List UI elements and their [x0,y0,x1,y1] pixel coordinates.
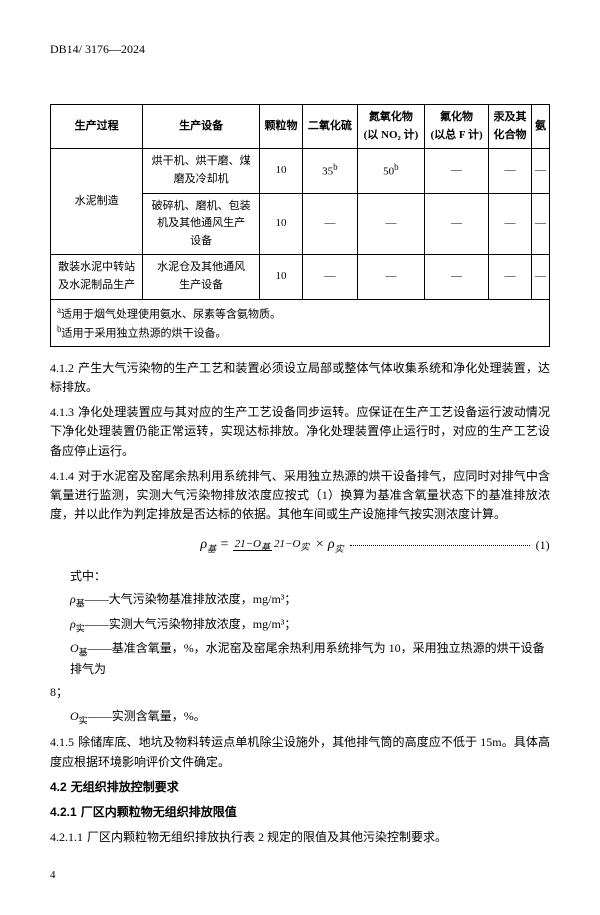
doc-code: DB14/ 3176—2024 [50,40,550,59]
formula-1: ρ基 = 21−O基21−O实 × ρ实 (1) [50,534,550,556]
cell-process: 水泥制造 [51,149,143,255]
th-nh3: 氨 [531,105,549,149]
cell: — [302,193,357,255]
cell: 10 [260,255,303,299]
where-label: 式中： [70,567,550,586]
para-415: 4.1.5除储库底、地坑及物料转运点单机除尘设施外，其他排气筒的高度应不低于 1… [50,733,550,771]
cell-process: 散装水泥中转站 及水泥制品生产 [51,255,143,299]
cell: — [357,193,424,255]
th-equip: 生产设备 [143,105,260,149]
cell: — [531,193,549,255]
cell-equip: 烘干机、烘干磨、煤 磨及冷却机 [143,149,260,193]
where-item-cont: 8； [50,683,550,702]
para-412: 4.1.2产生大气污染物的生产工艺和装置必须设立局部或整体气体收集系统和净化处理… [50,359,550,397]
cell: — [357,255,424,299]
para-414: 4.1.4对于水泥窑及窑尾余热利用系统排气、采用独立热源的烘干设备排气，应同时对… [50,467,550,525]
heading-421: 4.2.1厂区内颗粒物无组织排放限值 [50,803,550,822]
cell: — [489,255,532,299]
table-row: 水泥制造 烘干机、烘干磨、煤 磨及冷却机 10 35b 50b — — — [51,149,550,193]
para-413: 4.1.3净化处理装置应与其对应的生产工艺设备同步运转。应保证在生产工艺设备运行… [50,403,550,461]
table-footnotes: a适用于烟气处理使用氨水、尿素等含氨物质。 b适用于采用独立热源的烘干设备。 [51,299,550,346]
table-row: 散装水泥中转站 及水泥制品生产 水泥仓及其他通风 生产设备 10 — — — —… [51,255,550,299]
th-process: 生产过程 [51,105,143,149]
where-item: O基——基准含氧量，%，水泥窑及窑尾余热利用系统排气为 10，采用独立热源的烘干… [70,639,550,679]
emission-table: 生产过程 生产设备 颗粒物 二氧化硫 氮氧化物 (以 NO₂ 计) 氟化物 (以… [50,104,550,347]
th-so2: 二氧化硫 [302,105,357,149]
where-item: ρ实——实测大气污染物排放浓度，mg/m³； [70,615,550,636]
table-footnote-row: a适用于烟气处理使用氨水、尿素等含氨物质。 b适用于采用独立热源的烘干设备。 [51,299,550,346]
cell: — [489,193,532,255]
formula-number: (1) [536,536,550,555]
th-nox: 氮氧化物 (以 NO₂ 计) [357,105,424,149]
page-number: 4 [50,867,550,885]
cell: — [489,149,532,193]
cell: — [531,255,549,299]
table-header-row: 生产过程 生产设备 颗粒物 二氧化硫 氮氧化物 (以 NO₂ 计) 氟化物 (以… [51,105,550,149]
cell: — [424,255,488,299]
cell: 50b [357,149,424,193]
where-item: O实——实测含氧量，%。 [70,707,550,728]
cell: 10 [260,193,303,255]
th-f: 氟化物 (以总 F 计) [424,105,488,149]
heading-42: 4.2无组织排放控制要求 [50,778,550,797]
cell-equip: 水泥仓及其他通风 生产设备 [143,255,260,299]
cell-equip: 破碎机、磨机、包装 机及其他通风生产 设备 [143,193,260,255]
para-4211: 4.2.1.1厂区内颗粒物无组织排放执行表 2 规定的限值及其他污染控制要求。 [50,828,550,847]
cell: — [424,149,488,193]
cell: — [424,193,488,255]
th-hg: 汞及其 化合物 [489,105,532,149]
th-pm: 颗粒物 [260,105,303,149]
cell: — [302,255,357,299]
cell: 35b [302,149,357,193]
cell: 10 [260,149,303,193]
cell: — [531,149,549,193]
where-item: ρ基——大气污染物基准排放浓度，mg/m³； [70,590,550,611]
